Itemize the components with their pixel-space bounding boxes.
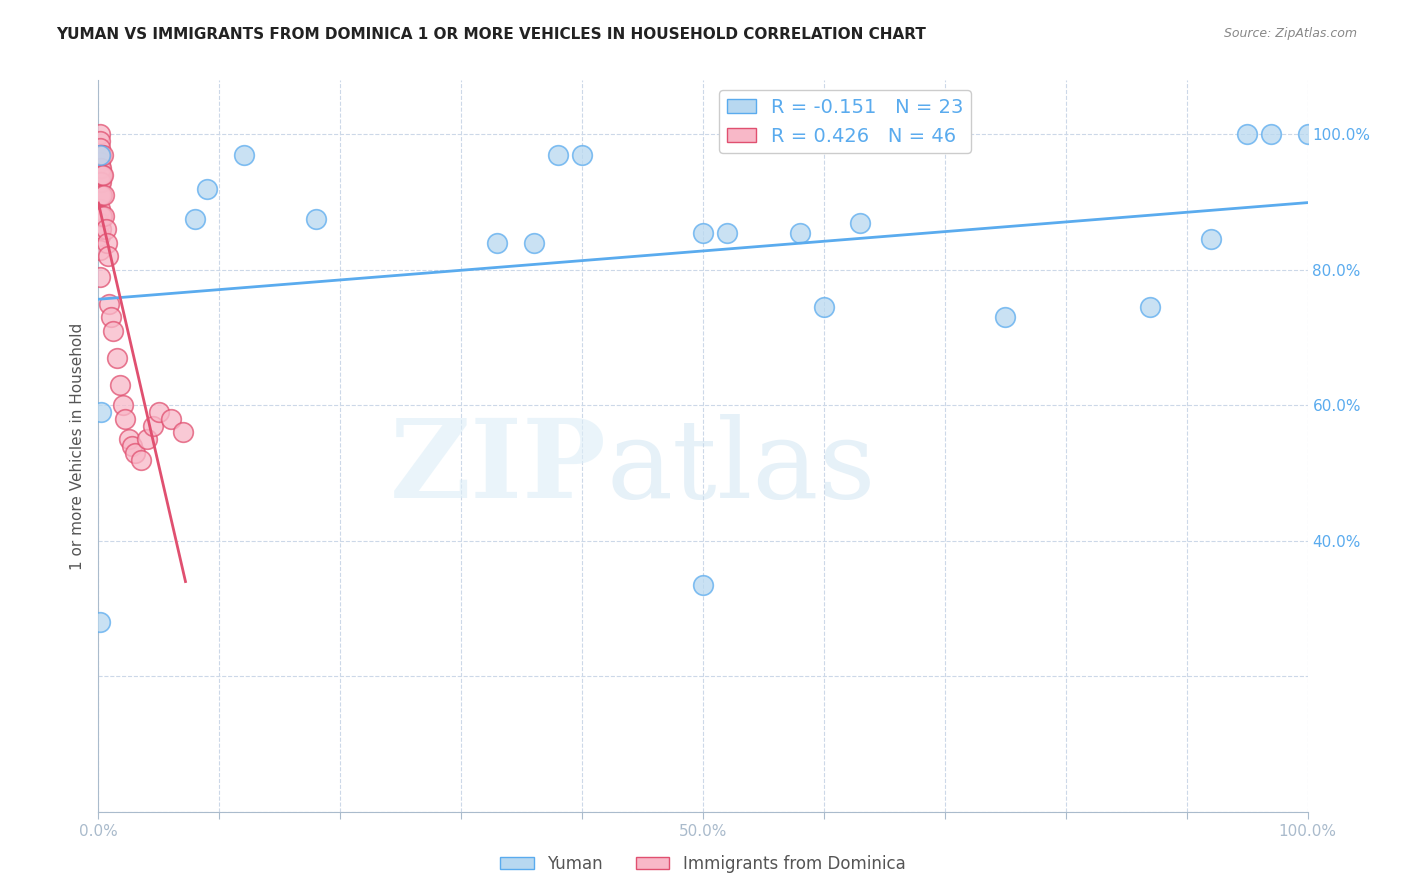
Point	[994, 310, 1017, 325]
Point	[90, 175, 112, 189]
Point	[121, 439, 143, 453]
Point	[1139, 300, 1161, 314]
Point	[547, 148, 569, 162]
Point	[135, 432, 157, 446]
Point	[849, 215, 872, 229]
Point	[184, 212, 207, 227]
Point	[90, 405, 112, 419]
Point	[96, 235, 118, 250]
Point	[91, 188, 114, 202]
Text: YUMAN VS IMMIGRANTS FROM DOMINICA 1 OR MORE VEHICLES IN HOUSEHOLD CORRELATION CH: YUMAN VS IMMIGRANTS FROM DOMINICA 1 OR M…	[56, 27, 927, 42]
Point	[90, 209, 112, 223]
Point	[89, 154, 111, 169]
Point	[789, 226, 811, 240]
Point	[142, 418, 165, 433]
Point	[89, 141, 111, 155]
Point	[232, 148, 254, 162]
Point	[124, 446, 146, 460]
Point	[1236, 128, 1258, 142]
Point	[118, 432, 141, 446]
Point	[89, 134, 111, 148]
Point	[89, 175, 111, 189]
Point	[94, 222, 117, 236]
Point	[89, 128, 111, 142]
Point	[486, 235, 509, 250]
Point	[101, 324, 124, 338]
Point	[91, 168, 114, 182]
Point	[305, 212, 328, 227]
Point	[148, 405, 170, 419]
Point	[114, 412, 136, 426]
Text: Source: ZipAtlas.com: Source: ZipAtlas.com	[1223, 27, 1357, 40]
Point	[91, 148, 114, 162]
Y-axis label: 1 or more Vehicles in Household: 1 or more Vehicles in Household	[69, 322, 84, 570]
Point	[111, 398, 134, 412]
Point	[91, 168, 114, 182]
Legend: R = -0.151   N = 23, R = 0.426   N = 46: R = -0.151 N = 23, R = 0.426 N = 46	[718, 90, 972, 153]
Point	[813, 300, 835, 314]
Point	[89, 168, 111, 182]
Point	[1296, 128, 1319, 142]
Point	[89, 615, 111, 629]
Text: ZIP: ZIP	[389, 415, 606, 522]
Point	[1260, 128, 1282, 142]
Point	[100, 310, 122, 325]
Text: atlas: atlas	[606, 415, 876, 522]
Point	[1199, 232, 1222, 246]
Point	[129, 452, 152, 467]
Point	[90, 188, 112, 202]
Point	[523, 235, 546, 250]
Point	[195, 181, 218, 195]
Point	[716, 226, 738, 240]
Point	[89, 215, 111, 229]
Point	[93, 188, 115, 202]
Point	[93, 209, 115, 223]
Point	[692, 226, 714, 240]
Point	[571, 148, 593, 162]
Point	[91, 209, 114, 223]
Point	[89, 188, 111, 202]
Point	[89, 161, 111, 176]
Point	[172, 425, 194, 440]
Point	[89, 202, 111, 216]
Point	[105, 351, 128, 365]
Point	[160, 412, 183, 426]
Point	[692, 578, 714, 592]
Point	[108, 378, 131, 392]
Point	[97, 249, 120, 263]
Point	[90, 222, 112, 236]
Legend: Yuman, Immigrants from Dominica: Yuman, Immigrants from Dominica	[494, 848, 912, 880]
Point	[90, 161, 112, 176]
Point	[89, 269, 111, 284]
Point	[98, 297, 121, 311]
Point	[89, 243, 111, 257]
Point	[90, 148, 112, 162]
Point	[89, 229, 111, 244]
Point	[89, 148, 111, 162]
Point	[89, 148, 111, 162]
